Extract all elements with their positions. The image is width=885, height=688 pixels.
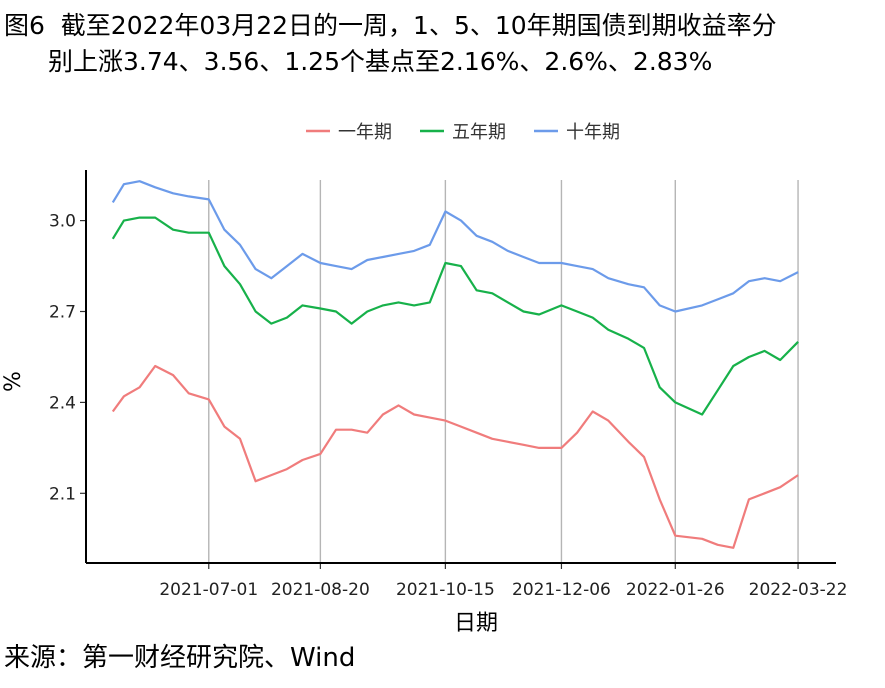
gridlines (208, 180, 799, 563)
legend-label-1: 一年期 (338, 122, 392, 143)
x-tick-label: 2022-01-26 (626, 580, 725, 600)
x-tick-label: 2021-08-20 (271, 580, 370, 600)
x-axis-title: 日期 (454, 611, 498, 636)
y-tick-label: 2.4 (49, 393, 76, 413)
source-note: 来源：第一财经研究院、Wind (4, 643, 356, 673)
series-line-3 (111, 180, 799, 313)
title-line-2: 别上涨3.74、3.56、1.25个基点至2.16%、2.6%、2.83% (48, 47, 713, 76)
x-tick-label: 2022-03-22 (749, 580, 848, 600)
series-line-2 (111, 216, 799, 416)
x-tick-label: 2021-10-15 (396, 580, 495, 600)
y-tick-label: 2.1 (49, 484, 76, 504)
y-axis-title: % (1, 371, 26, 392)
legend: 一年期 五年期 十年期 (306, 122, 620, 143)
y-tick-label: 3.0 (49, 212, 76, 232)
legend-label-2: 五年期 (452, 122, 506, 143)
series-line-1 (111, 364, 799, 549)
title-line-1: 图6 截至2022年03月22日的一周，1、5、10年期国债到期收益率分 (4, 11, 777, 40)
chart-title: 图6 截至2022年03月22日的一周，1、5、10年期国债到期收益率分别上涨3… (4, 8, 777, 80)
x-tick-label: 2021-07-01 (159, 580, 258, 600)
series-lines (111, 180, 799, 549)
x-tick-label: 2021-12-06 (512, 580, 611, 600)
legend-label-3: 十年期 (566, 122, 620, 143)
axes: 2021-07-01 2021-08-20 2021-10-15 2021-12-06… (49, 170, 847, 600)
y-tick-label: 2.7 (49, 303, 76, 323)
